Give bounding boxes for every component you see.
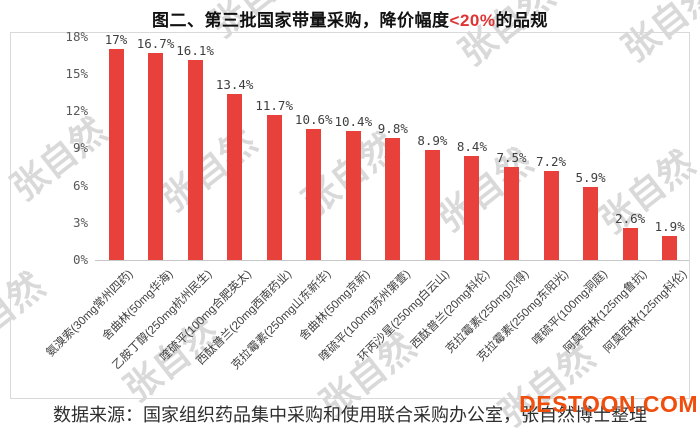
bar-value-label: 8.4% <box>456 138 487 154</box>
bar <box>622 227 638 260</box>
bar <box>148 52 164 260</box>
bar-value-label: 10.6% <box>294 111 333 127</box>
bar-value-label: 10.4% <box>334 114 373 130</box>
title-highlight: <20% <box>449 11 496 30</box>
bar-value-label: 1.9% <box>654 219 685 235</box>
plot-border <box>10 32 690 399</box>
y-axis-tick: 9% <box>72 140 88 156</box>
y-axis-tick: 15% <box>65 66 88 81</box>
bar-value-label: 11.7% <box>255 97 293 113</box>
bar <box>345 131 361 260</box>
bar <box>385 138 401 260</box>
title-suffix: 的品规 <box>495 11 548 30</box>
bar <box>306 128 322 260</box>
bar-value-label: 8.9% <box>417 132 448 148</box>
bar-value-label: 17% <box>104 32 128 48</box>
bar <box>543 170 559 260</box>
bar <box>424 149 440 260</box>
site-watermark: DESTOON.COM <box>519 391 698 417</box>
bar <box>187 60 203 260</box>
y-axis-tick: 3% <box>72 214 88 230</box>
y-axis-tick: 0% <box>72 252 88 267</box>
bar-value-label: 16.7% <box>136 35 175 51</box>
bar <box>583 186 599 260</box>
y-axis-tick: 6% <box>72 177 88 193</box>
y-axis-tick: 18% <box>65 28 88 44</box>
source-note: 数据来源：国家组织药品集中采购和使用联合采购办公室，张自然博士整理 <box>53 405 647 425</box>
bar <box>108 49 124 260</box>
bar <box>464 155 480 260</box>
bar-value-label: 7.2% <box>535 153 567 169</box>
bar-value-label: 16.1% <box>176 43 214 59</box>
bar <box>662 236 678 260</box>
title-prefix: 图二、第三批国家带量采购，降价幅度 <box>152 11 450 30</box>
x-axis-line <box>95 260 689 261</box>
bar <box>227 93 243 260</box>
bar-value-label: 5.9% <box>575 169 606 185</box>
bar-value-label: 13.4% <box>215 76 254 92</box>
bar-value-label: 9.8% <box>377 121 408 137</box>
bar-value-label: 2.6% <box>615 210 646 226</box>
bar <box>266 114 282 260</box>
bar <box>504 167 519 260</box>
chart-title: 图二、第三批国家带量采购，降价幅度<20%的品规 <box>0 6 700 31</box>
y-axis-tick: 12% <box>65 103 88 119</box>
bar-value-label: 7.5% <box>496 150 527 165</box>
